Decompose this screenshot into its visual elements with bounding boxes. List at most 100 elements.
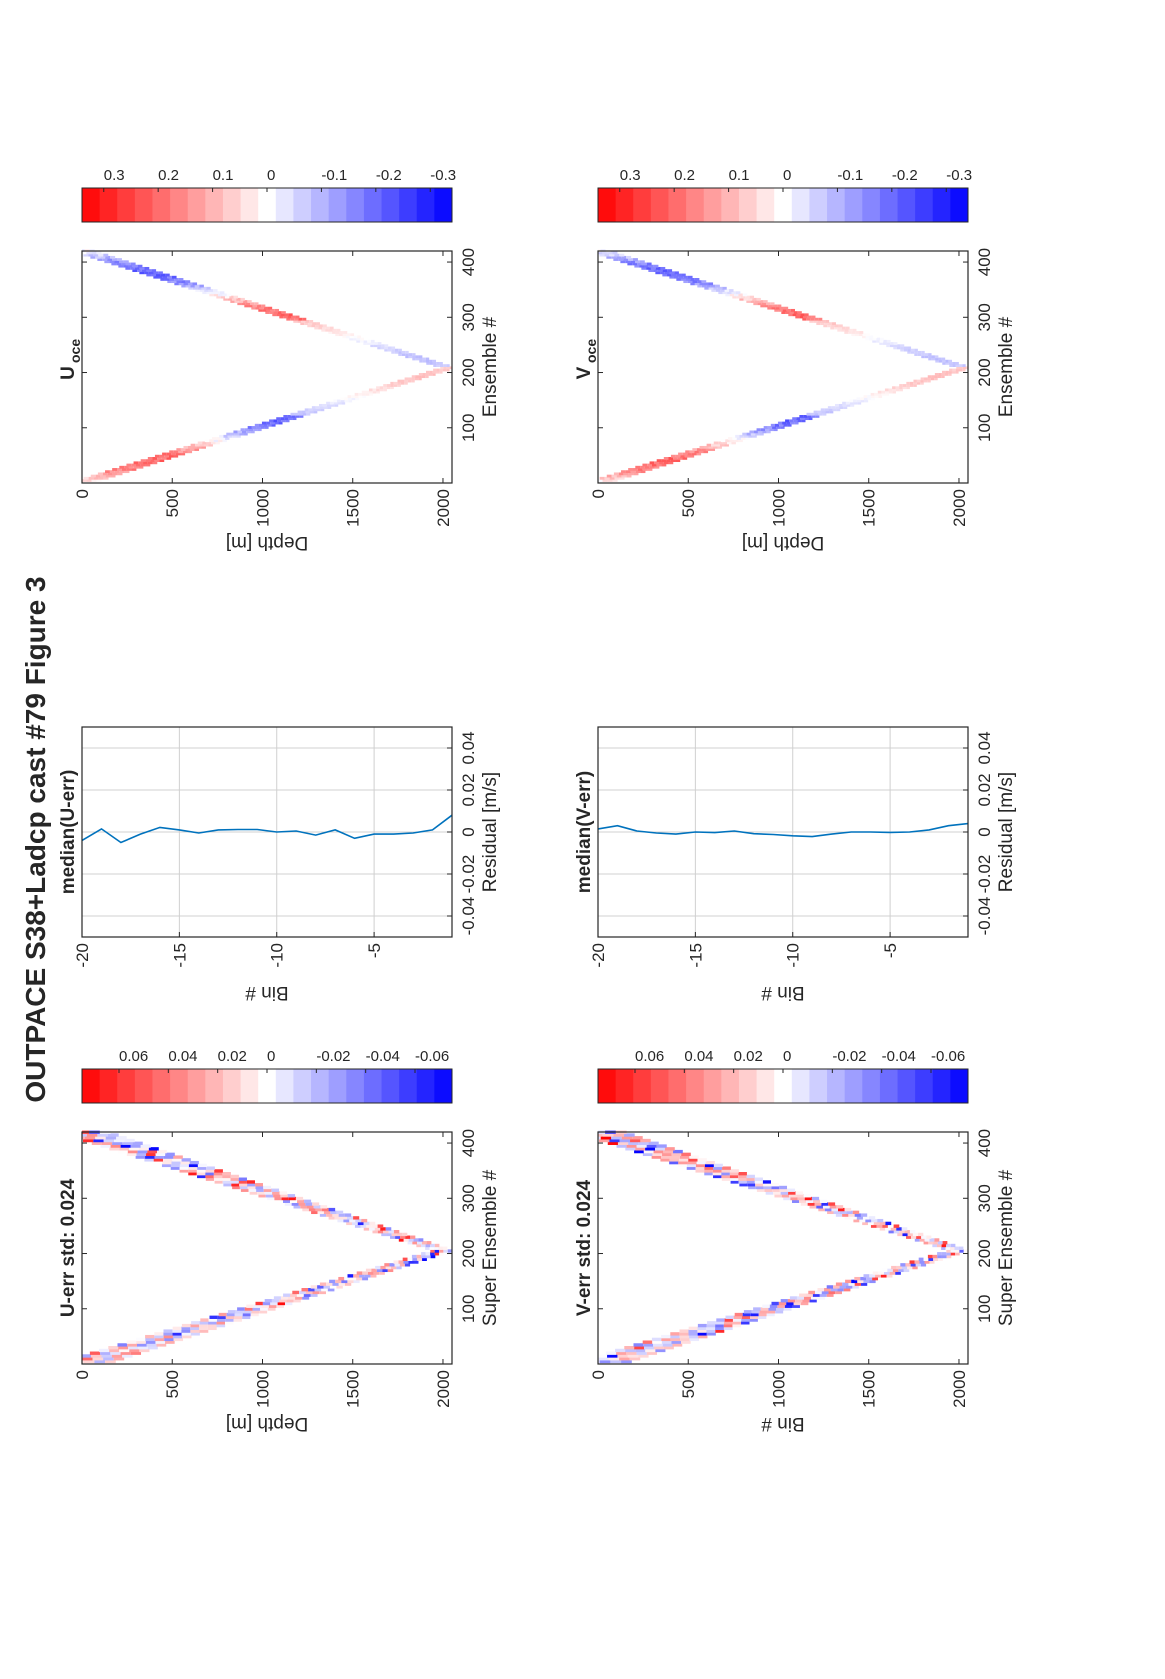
heatmap-cell <box>755 1185 764 1190</box>
heatmap-cell <box>906 384 910 387</box>
heatmap-cell <box>121 262 126 266</box>
heatmap-cell <box>634 1346 645 1350</box>
heatmap-cell <box>757 302 762 306</box>
heatmap-cells-5 <box>598 249 969 482</box>
heatmap-cell <box>319 1282 327 1286</box>
heatmap-cell <box>320 1205 328 1209</box>
heatmap-cell <box>688 1326 698 1331</box>
heatmap-cell <box>609 253 615 257</box>
heatmap-cell <box>661 463 667 467</box>
heatmap-cell <box>171 452 176 456</box>
heatmap-cell <box>625 260 631 264</box>
heatmap-cell <box>141 269 147 272</box>
heatmap-cell <box>632 1136 643 1140</box>
colorbar-cell <box>363 188 383 222</box>
y-tick-label: 1500 <box>344 489 363 527</box>
heatmap-cell <box>223 1183 232 1187</box>
heatmap-cell <box>843 406 848 409</box>
heatmap-cell <box>904 1230 910 1234</box>
heatmap-cell <box>618 472 624 476</box>
heatmap-cell <box>165 1340 175 1344</box>
heatmap-cell <box>157 456 162 460</box>
heatmap-cell <box>309 320 314 323</box>
panel-title: median(V-err) <box>574 771 595 893</box>
heatmap-cell <box>302 317 307 321</box>
heatmap-cell <box>739 1183 748 1187</box>
heatmap-cell <box>349 335 354 339</box>
heatmap-cell <box>190 1329 200 1333</box>
heatmap-cell <box>285 419 290 423</box>
heatmap-cell <box>748 1185 756 1190</box>
heatmap-cell <box>436 361 440 365</box>
heatmap-cell <box>315 324 319 328</box>
heatmap-cell <box>882 342 887 345</box>
heatmap-cell <box>878 392 882 396</box>
heatmap-cell <box>812 1293 820 1297</box>
heatmap-cell <box>807 415 812 418</box>
heatmap-cell <box>181 1323 191 1328</box>
heatmap-cell <box>164 278 170 281</box>
colorbar-cell <box>932 188 951 222</box>
heatmap-cell <box>713 286 718 290</box>
heatmap-cell <box>799 315 804 319</box>
colorbar-tick-label: 0.06 <box>119 1048 148 1065</box>
heatmap-cell <box>924 355 929 359</box>
heatmap-cell <box>328 331 333 334</box>
heatmap-cell <box>671 1152 682 1157</box>
heatmap-cell <box>670 1337 681 1342</box>
heatmap-cell <box>609 1138 620 1143</box>
heatmap-cell <box>167 280 172 284</box>
heatmap-cell <box>252 1307 261 1311</box>
heatmap-cell <box>851 331 856 334</box>
heatmap-cell <box>761 302 767 306</box>
heatmap-cell <box>190 1326 200 1331</box>
heatmap-cell <box>749 430 754 434</box>
heatmap-cell <box>250 1312 259 1317</box>
heatmap-cell <box>379 1271 385 1275</box>
heatmap-cell <box>948 359 953 363</box>
v-err-colorbar: 0.06 0.04 0.02 0 -0.02 -0.04 -0.06 <box>597 1048 969 1104</box>
heatmap-cell <box>261 421 267 425</box>
heatmap-cell <box>86 1133 98 1137</box>
heatmap-cell <box>820 408 825 412</box>
heatmap-cell <box>310 1293 318 1297</box>
heatmap-cell <box>816 322 821 326</box>
heatmap-cell <box>403 1260 409 1264</box>
heatmap-cell <box>862 1221 868 1226</box>
colorbar-cell <box>293 1069 312 1103</box>
colorbar-cell <box>222 188 242 222</box>
heatmap-cell <box>889 344 894 348</box>
heatmap-cell <box>336 1210 344 1215</box>
heatmap-cell <box>895 386 900 390</box>
heatmap-cell <box>816 1205 823 1209</box>
heatmap-cell <box>160 273 166 277</box>
heatmap-cell <box>185 284 191 288</box>
heatmap-cell <box>190 1332 200 1336</box>
x-tick-label: 0.02 <box>975 773 994 806</box>
heatmap-cell <box>195 289 200 292</box>
heatmap-cell <box>148 1147 159 1151</box>
heatmap-cell <box>374 1227 381 1231</box>
heatmap-cell <box>718 291 723 295</box>
x-axis-label: Residual [m/s] <box>996 772 1017 892</box>
heatmap-cell <box>934 377 938 381</box>
heatmap-cell <box>354 392 359 396</box>
heatmap-cell <box>919 1238 925 1242</box>
heatmap-cell <box>857 1279 864 1284</box>
heatmap-cell <box>810 317 815 321</box>
heatmap-cell <box>670 454 676 458</box>
heatmap-cell <box>854 1213 861 1217</box>
heatmap-cell <box>384 1263 390 1267</box>
heatmap-cell <box>430 1252 435 1256</box>
heatmap-cell <box>376 1268 383 1273</box>
heatmap-cells-2 <box>82 249 453 482</box>
heatmap-cell <box>325 326 330 330</box>
heatmap-cell <box>404 377 409 381</box>
x-tick-label: 100 <box>459 414 478 442</box>
heatmap-cell <box>397 381 401 385</box>
heatmap-cell <box>846 403 851 407</box>
heatmap-cell <box>920 377 925 381</box>
heatmap-cell <box>907 350 911 354</box>
heatmap-cell <box>674 271 679 275</box>
